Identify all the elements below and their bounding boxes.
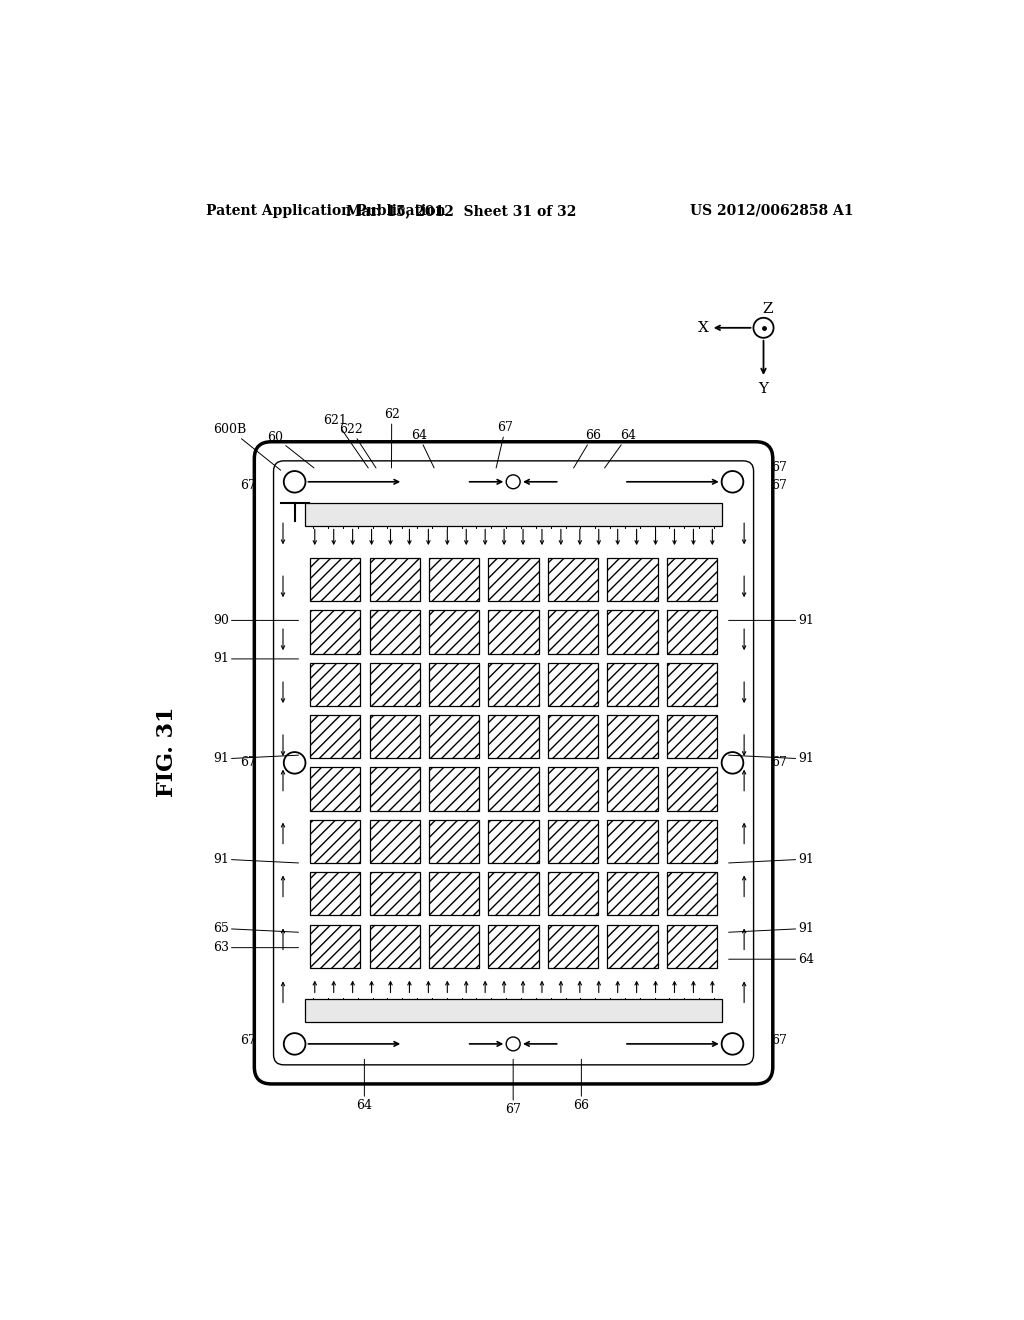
Bar — [370, 820, 420, 863]
Text: 67: 67 — [771, 479, 786, 492]
Bar — [310, 715, 360, 758]
Text: 66: 66 — [573, 429, 601, 469]
Bar — [667, 767, 717, 810]
Text: 64: 64 — [356, 1059, 373, 1111]
Bar — [370, 610, 420, 653]
Bar — [370, 558, 420, 601]
Bar — [429, 820, 479, 863]
Bar — [370, 873, 420, 915]
Text: 67: 67 — [505, 1059, 521, 1115]
Text: 60: 60 — [267, 430, 314, 469]
Bar — [667, 663, 717, 706]
Text: 600B: 600B — [213, 422, 281, 470]
Bar — [607, 715, 657, 758]
Bar — [548, 663, 598, 706]
Text: Mar. 15, 2012  Sheet 31 of 32: Mar. 15, 2012 Sheet 31 of 32 — [346, 203, 577, 218]
Text: 91: 91 — [213, 752, 299, 766]
Bar — [429, 873, 479, 915]
Bar — [488, 558, 539, 601]
Bar — [310, 610, 360, 653]
Bar — [607, 610, 657, 653]
Text: Z: Z — [762, 302, 773, 317]
Bar — [548, 873, 598, 915]
Bar — [429, 924, 479, 968]
Text: US 2012/0062858 A1: US 2012/0062858 A1 — [689, 203, 853, 218]
Text: 91: 91 — [729, 752, 814, 766]
Bar — [310, 820, 360, 863]
Bar — [310, 767, 360, 810]
Bar — [548, 820, 598, 863]
Text: 91: 91 — [213, 652, 299, 665]
Text: 67: 67 — [241, 1034, 256, 1047]
Bar — [488, 610, 539, 653]
Bar — [310, 558, 360, 601]
Bar — [667, 820, 717, 863]
Bar — [607, 767, 657, 810]
Bar — [488, 767, 539, 810]
Bar — [607, 820, 657, 863]
Text: FIG. 31: FIG. 31 — [156, 706, 178, 796]
Bar — [488, 715, 539, 758]
Text: 67: 67 — [771, 1034, 786, 1047]
Text: 91: 91 — [729, 853, 814, 866]
Text: 67: 67 — [771, 756, 786, 770]
Bar — [310, 663, 360, 706]
Bar — [667, 924, 717, 968]
Bar — [548, 924, 598, 968]
Bar — [488, 873, 539, 915]
Bar — [305, 999, 722, 1022]
Text: 67: 67 — [771, 462, 786, 474]
Bar — [429, 610, 479, 653]
Bar — [667, 558, 717, 601]
Bar — [607, 663, 657, 706]
Bar — [488, 820, 539, 863]
Text: 66: 66 — [573, 1059, 590, 1111]
Text: 91: 91 — [729, 614, 814, 627]
Text: Patent Application Publication: Patent Application Publication — [206, 203, 445, 218]
Text: 64: 64 — [729, 953, 814, 966]
Text: 91: 91 — [729, 921, 814, 935]
Bar — [429, 558, 479, 601]
Bar — [370, 715, 420, 758]
Bar — [607, 924, 657, 968]
Bar — [488, 924, 539, 968]
Bar — [548, 558, 598, 601]
Text: 67: 67 — [496, 421, 513, 469]
Text: 90: 90 — [213, 614, 299, 627]
Bar — [370, 767, 420, 810]
Text: 64: 64 — [604, 429, 636, 469]
Text: 64: 64 — [411, 429, 434, 469]
Bar — [370, 924, 420, 968]
Bar — [429, 715, 479, 758]
Text: X: X — [697, 321, 709, 335]
Bar — [667, 715, 717, 758]
Text: Y: Y — [759, 383, 768, 396]
Bar — [607, 558, 657, 601]
Bar — [548, 715, 598, 758]
Text: 621: 621 — [324, 413, 369, 469]
Bar — [429, 767, 479, 810]
Bar — [667, 610, 717, 653]
Bar — [607, 873, 657, 915]
Bar — [429, 663, 479, 706]
Text: 91: 91 — [213, 853, 299, 866]
FancyBboxPatch shape — [254, 442, 773, 1084]
Text: 65: 65 — [213, 921, 299, 935]
Text: 622: 622 — [339, 422, 376, 469]
Bar — [370, 663, 420, 706]
Bar — [310, 873, 360, 915]
Text: 67: 67 — [241, 756, 256, 770]
Bar — [305, 503, 722, 527]
Text: 63: 63 — [213, 941, 299, 954]
Text: 67: 67 — [241, 479, 256, 492]
Bar — [667, 873, 717, 915]
Bar — [488, 663, 539, 706]
Bar — [548, 610, 598, 653]
Bar — [548, 767, 598, 810]
Bar — [310, 924, 360, 968]
Text: 62: 62 — [384, 408, 399, 469]
